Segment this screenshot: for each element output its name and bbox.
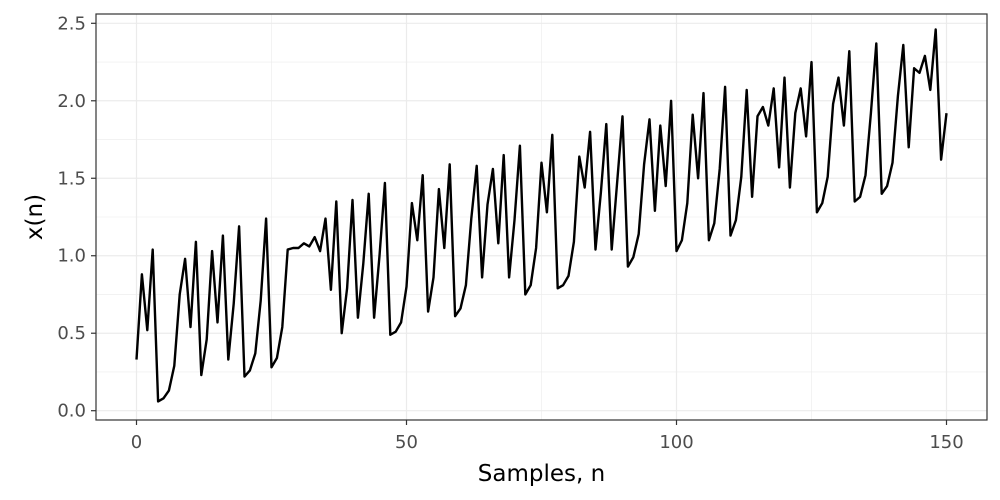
y-tick-label: 0.5 — [57, 323, 86, 344]
x-tick-label: 100 — [659, 432, 693, 453]
y-tick-label: 2.0 — [57, 91, 86, 112]
x-axis: 0 50 100 150 — [131, 420, 964, 453]
series-line-0 — [135, 28, 948, 403]
y-tick-label: 0.0 — [57, 401, 86, 422]
x-tick-label: 50 — [395, 432, 418, 453]
series-layer — [135, 28, 948, 403]
panel-border — [95, 13, 988, 421]
x-tick-label: 150 — [929, 432, 963, 453]
y-axis-title: x(n) — [22, 194, 48, 240]
x-axis-title: Samples, n — [478, 461, 605, 487]
y-tick-label: 1.0 — [57, 246, 86, 267]
y-axis: 0.0 0.5 1.0 1.5 2.0 2.5 — [57, 13, 96, 422]
grid-lines — [96, 14, 987, 420]
x-tick-label: 0 — [131, 432, 142, 453]
y-tick-label: 2.5 — [57, 13, 86, 34]
y-tick-label: 1.5 — [57, 168, 86, 189]
